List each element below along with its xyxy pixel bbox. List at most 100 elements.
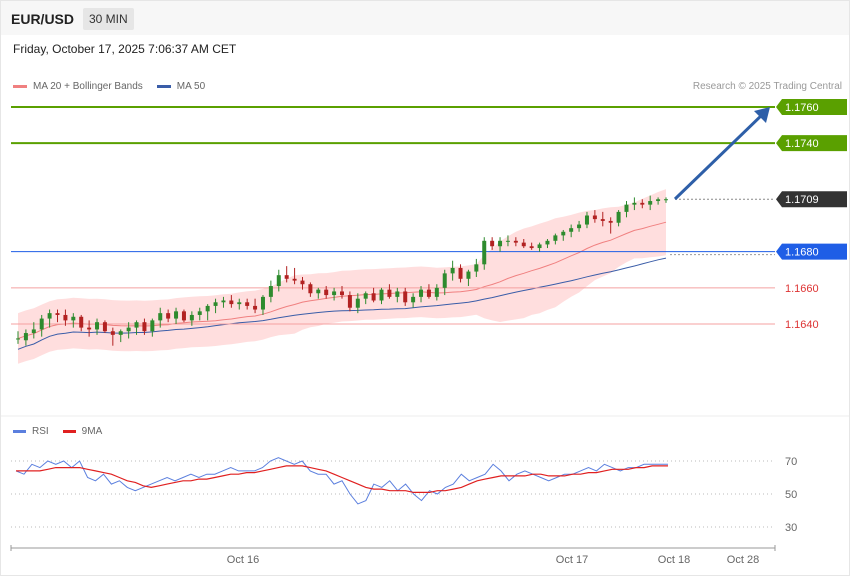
candle [276, 269, 281, 292]
candle-body [181, 311, 186, 321]
candle-body [529, 246, 534, 249]
price-tag [776, 191, 847, 208]
candle-body [47, 313, 52, 319]
candle [340, 286, 344, 299]
candle [260, 295, 265, 315]
candle [442, 269, 447, 296]
candle [332, 287, 337, 301]
candle-body [205, 305, 210, 312]
candle-body [316, 289, 321, 294]
candle-body [442, 273, 447, 288]
candle [268, 280, 273, 303]
candle [387, 284, 392, 299]
candle-body [39, 318, 44, 330]
candle-body [79, 316, 84, 328]
price-label: 1.1640 [785, 319, 819, 331]
candle [316, 287, 321, 299]
candle [648, 195, 653, 211]
candle [150, 318, 155, 337]
candle [545, 239, 550, 249]
candle [466, 269, 471, 287]
candle [308, 282, 313, 297]
rsi-swatch [13, 430, 26, 433]
candle [656, 197, 661, 205]
time-tick-label: Oct 16 [227, 554, 259, 566]
forecast-arrow-head [754, 107, 770, 123]
time-tick-label: Oct 17 [556, 554, 588, 566]
candle [355, 293, 360, 314]
candle-body [324, 289, 329, 296]
candle-body [347, 295, 352, 308]
candle-body [260, 296, 265, 310]
candle [55, 309, 60, 323]
candle [71, 313, 76, 328]
candle [118, 329, 123, 343]
candle-body [268, 286, 273, 297]
candle-body [371, 293, 376, 301]
main-legend: MA 20 + Bollinger Bands MA 50 [13, 81, 205, 92]
candle [490, 237, 495, 250]
candle [300, 276, 305, 290]
candle [347, 291, 352, 312]
candle [253, 298, 258, 314]
candle-body [450, 267, 455, 274]
candle [16, 331, 20, 344]
candle [166, 309, 171, 323]
candle-body [332, 291, 337, 296]
candle [616, 210, 621, 227]
candle-body [110, 331, 115, 335]
candle [537, 242, 542, 252]
candle [23, 329, 28, 346]
credit-text: Research © 2025 Trading Central [692, 81, 842, 92]
candle-body [308, 284, 313, 294]
rsi-legend: RSI 9MA [13, 426, 102, 437]
candle-body [490, 240, 495, 247]
candle [189, 311, 194, 326]
candle [221, 296, 226, 308]
candle-body [584, 215, 589, 225]
candle [95, 318, 100, 335]
candle [403, 287, 408, 306]
candle-body [142, 322, 147, 332]
candle-body [553, 235, 558, 241]
candle-body [434, 287, 439, 297]
candle-body [300, 280, 305, 285]
candle [174, 307, 179, 324]
rsi-line [15, 457, 668, 505]
candle [181, 309, 186, 323]
candle-body [134, 322, 139, 328]
candle [158, 307, 163, 328]
candle-body [284, 275, 289, 279]
candle-body [640, 202, 645, 205]
candle-body [577, 224, 582, 229]
candle [553, 233, 558, 245]
price-tag [776, 135, 847, 152]
candle [569, 224, 574, 238]
candle [592, 210, 597, 223]
candle-body [292, 278, 297, 281]
candle [450, 260, 455, 281]
candle-body [608, 220, 613, 223]
candle-body [166, 313, 171, 319]
time-tick-label: Oct 28 [727, 554, 759, 566]
candle-body [482, 240, 487, 265]
candle [47, 309, 52, 328]
candle-body [632, 202, 637, 205]
ma50-swatch [156, 85, 171, 88]
candle [577, 220, 582, 232]
ma9-swatch [62, 430, 76, 433]
candle [213, 298, 218, 314]
candle-body [189, 314, 194, 321]
candle [126, 322, 131, 339]
price-tag [776, 99, 847, 115]
candle-body [213, 302, 218, 306]
candle [197, 307, 202, 321]
candle [513, 237, 518, 247]
candle-body [245, 302, 250, 306]
time-tick-label: Oct 18 [658, 554, 690, 566]
candle [600, 211, 605, 227]
candle-body [537, 244, 542, 249]
timeframe-button[interactable]: 30 MIN [83, 8, 134, 30]
candle-body [229, 300, 234, 305]
